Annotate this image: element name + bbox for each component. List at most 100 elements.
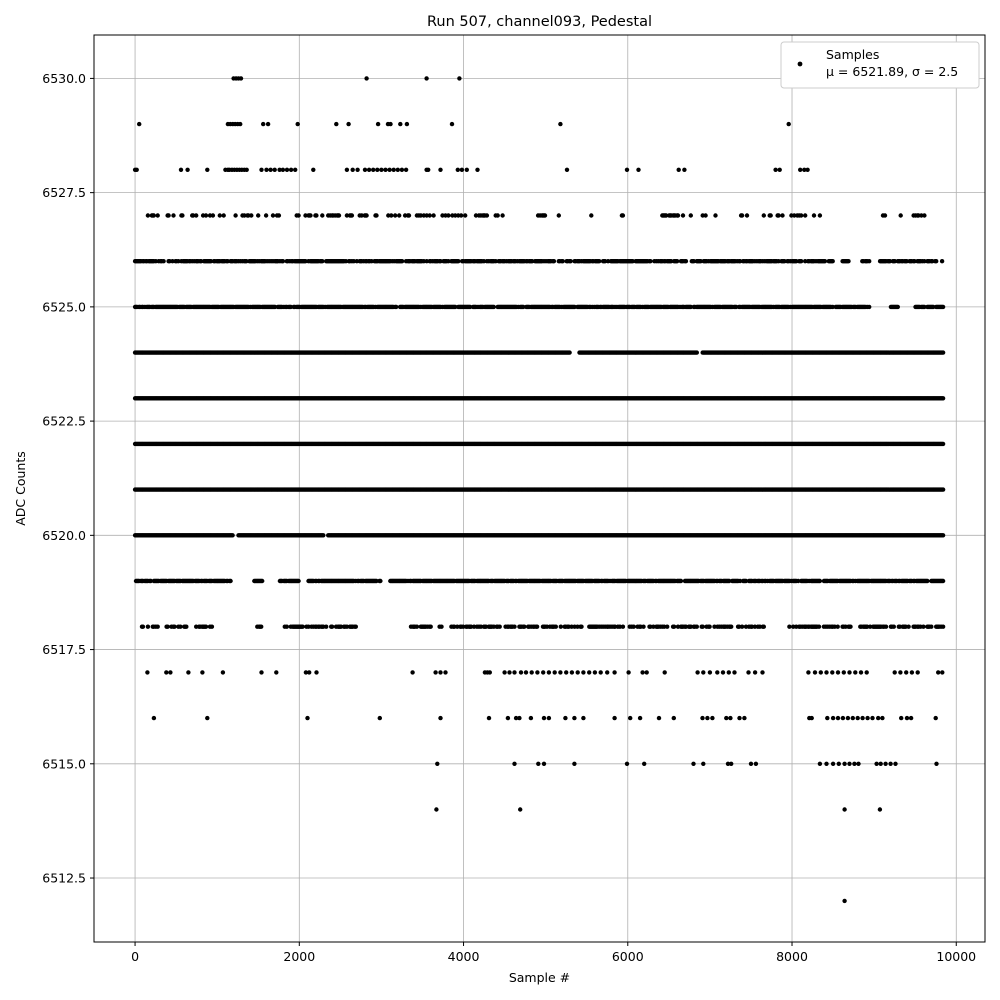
data-point (703, 213, 708, 218)
data-point (346, 121, 351, 127)
data-point (811, 213, 817, 218)
data-point (371, 167, 376, 172)
data-point (180, 213, 185, 218)
data-point (134, 167, 139, 172)
data-point (205, 167, 210, 172)
data-point (940, 441, 946, 447)
data-point (624, 167, 630, 172)
data-point (349, 213, 355, 218)
data-point (495, 213, 500, 218)
data-point (221, 213, 226, 218)
data-point (295, 121, 300, 127)
data-point (802, 167, 807, 172)
data-point (387, 167, 392, 172)
data-point (846, 259, 851, 264)
data-point (589, 213, 594, 218)
data-point (620, 213, 626, 218)
data-point (362, 167, 368, 172)
data-point (280, 167, 286, 172)
data-point (455, 167, 460, 172)
data-point (178, 167, 184, 172)
data-point (940, 396, 946, 401)
data-point (822, 259, 828, 264)
data-point (391, 167, 396, 172)
data-point (355, 167, 360, 172)
data-point (424, 76, 429, 81)
data-point (556, 213, 561, 218)
data-point (799, 259, 804, 264)
data-point (210, 213, 216, 218)
data-point (674, 259, 680, 264)
data-point (817, 213, 823, 218)
data-point (364, 76, 369, 81)
data-point (264, 167, 269, 172)
data-point (272, 167, 277, 172)
data-point (438, 167, 443, 172)
data-point (256, 213, 261, 218)
data-point (145, 213, 151, 218)
data-point (682, 167, 687, 172)
data-point (676, 167, 681, 172)
data-point (867, 304, 872, 310)
data-point (137, 121, 142, 127)
data-point (464, 167, 469, 172)
data-point (397, 213, 402, 218)
data-point (675, 213, 681, 218)
data-point (739, 213, 745, 218)
data-point (446, 213, 451, 218)
data-point (395, 167, 400, 172)
data-point (398, 121, 403, 127)
data-point (940, 487, 946, 492)
data-point (830, 259, 835, 264)
data-point (336, 213, 342, 218)
data-point (940, 304, 946, 310)
data-point (776, 213, 781, 218)
data-point (314, 213, 319, 218)
data-point (238, 76, 244, 81)
data-point (777, 167, 782, 172)
data-point (786, 121, 791, 127)
data-point (233, 213, 238, 218)
data-points (132, 76, 946, 904)
data-point (463, 213, 468, 218)
data-point (350, 167, 355, 172)
data-point (542, 213, 548, 218)
data-point (895, 304, 900, 310)
data-point (259, 167, 264, 172)
data-point (940, 350, 946, 355)
data-point (768, 213, 773, 218)
data-point (744, 213, 750, 218)
data-point (375, 167, 380, 172)
data-point (427, 213, 432, 218)
data-point (288, 167, 294, 172)
data-point (383, 167, 388, 172)
data-point (366, 167, 372, 172)
data-point (694, 350, 699, 355)
data-point (277, 167, 282, 172)
data-point (898, 213, 903, 218)
data-point (203, 213, 209, 218)
data-point (217, 213, 222, 218)
data-point (567, 350, 572, 355)
data-point (393, 213, 398, 218)
data-point (551, 259, 557, 264)
data-point (261, 121, 266, 127)
data-point (922, 213, 927, 218)
data-point (379, 167, 384, 172)
data-point (713, 213, 718, 218)
data-point (798, 167, 803, 172)
data-point (364, 213, 369, 218)
data-point (475, 167, 480, 172)
data-point (799, 213, 804, 218)
data-point (161, 259, 166, 264)
data-point (166, 213, 171, 218)
data-point (270, 213, 276, 218)
data-point (459, 213, 464, 218)
data-point (394, 304, 399, 310)
data-point (560, 259, 565, 264)
data-point (185, 167, 190, 172)
data-point (683, 259, 689, 264)
data-point (399, 167, 405, 172)
data-point (308, 213, 313, 218)
